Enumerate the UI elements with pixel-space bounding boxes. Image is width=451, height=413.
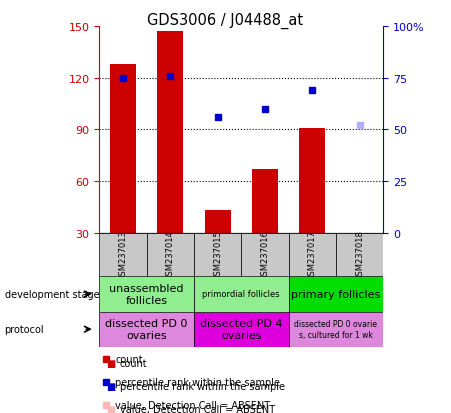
Bar — [252, 170, 278, 233]
Text: development stage: development stage — [5, 289, 99, 299]
FancyBboxPatch shape — [194, 233, 241, 277]
Text: primordial follicles: primordial follicles — [202, 290, 280, 299]
Bar — [205, 211, 230, 233]
FancyBboxPatch shape — [194, 277, 289, 312]
FancyBboxPatch shape — [99, 233, 147, 277]
Text: GSM237014: GSM237014 — [166, 230, 175, 280]
Text: ■: ■ — [106, 381, 115, 391]
Text: primary follicles: primary follicles — [291, 289, 381, 299]
Text: value, Detection Call = ABSENT: value, Detection Call = ABSENT — [120, 404, 275, 413]
FancyBboxPatch shape — [289, 312, 383, 347]
Bar — [157, 32, 183, 233]
FancyBboxPatch shape — [147, 233, 194, 277]
Text: GSM237018: GSM237018 — [355, 230, 364, 280]
FancyBboxPatch shape — [336, 233, 383, 277]
Text: GSM237017: GSM237017 — [308, 230, 317, 280]
Text: protocol: protocol — [5, 324, 44, 335]
Text: percentile rank within the sample: percentile rank within the sample — [115, 377, 280, 387]
FancyBboxPatch shape — [99, 312, 194, 347]
FancyBboxPatch shape — [289, 233, 336, 277]
FancyBboxPatch shape — [289, 277, 383, 312]
FancyBboxPatch shape — [99, 277, 194, 312]
Bar — [110, 65, 136, 233]
Bar — [299, 128, 325, 233]
Text: GSM237016: GSM237016 — [261, 230, 269, 280]
Text: GSM237015: GSM237015 — [213, 230, 222, 280]
Text: dissected PD 4
ovaries: dissected PD 4 ovaries — [200, 318, 282, 340]
Text: ■: ■ — [106, 358, 115, 368]
Text: count: count — [120, 358, 147, 368]
Text: percentile rank within the sample: percentile rank within the sample — [120, 381, 285, 391]
FancyBboxPatch shape — [241, 233, 289, 277]
Text: dissected PD 0 ovarie
s, cultured for 1 wk: dissected PD 0 ovarie s, cultured for 1 … — [295, 320, 377, 339]
Text: unassembled
follicles: unassembled follicles — [109, 283, 184, 305]
Text: ■: ■ — [106, 404, 115, 413]
Text: GSM237013: GSM237013 — [119, 230, 127, 280]
Text: count: count — [115, 354, 143, 364]
Text: dissected PD 0
ovaries: dissected PD 0 ovaries — [106, 318, 188, 340]
Text: GDS3006 / J04488_at: GDS3006 / J04488_at — [147, 12, 304, 28]
FancyBboxPatch shape — [194, 312, 289, 347]
Text: value, Detection Call = ABSENT: value, Detection Call = ABSENT — [115, 400, 270, 410]
